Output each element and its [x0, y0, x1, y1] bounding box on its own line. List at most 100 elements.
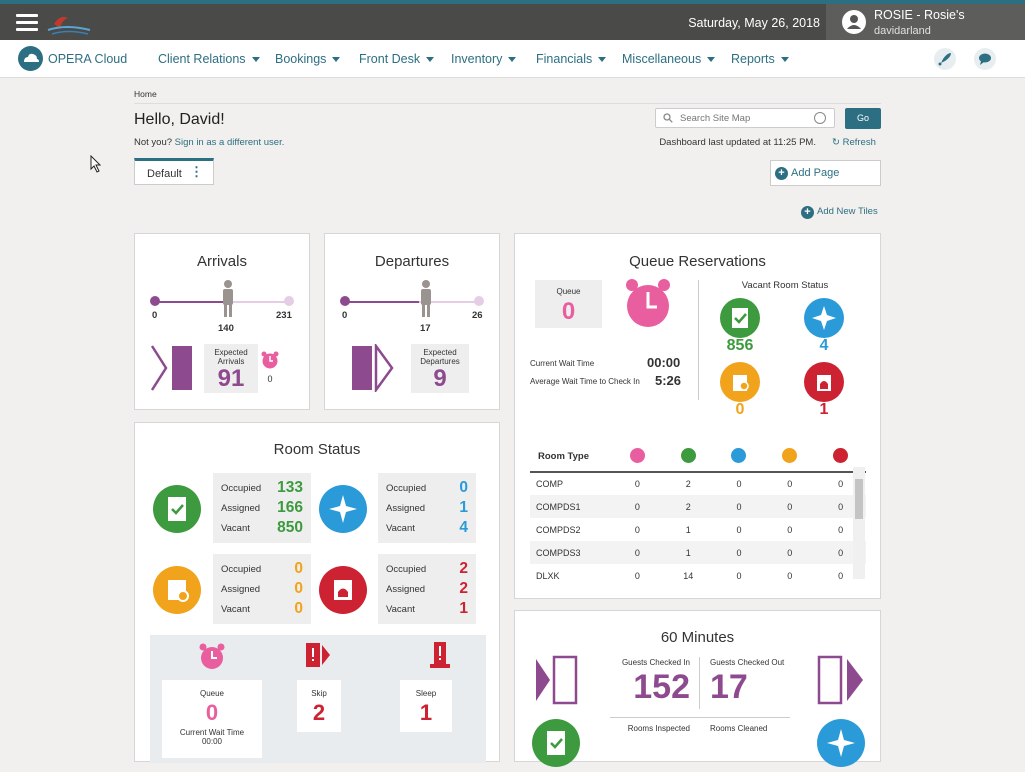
table-cell: COMPDS1 — [530, 495, 612, 518]
person-icon — [421, 280, 431, 317]
checked-out-label: Guests Checked Out — [710, 658, 785, 667]
refresh-button[interactable]: ↻ Refresh — [832, 137, 876, 148]
tab-default[interactable]: Default ⋮ — [134, 158, 214, 185]
breadcrumb[interactable]: Home — [134, 89, 157, 99]
table-row[interactable]: COMPDS1 0 2 0 0 0 — [530, 495, 866, 518]
status-label: Occupied — [386, 483, 427, 494]
room-status-tile[interactable]: Room Status Occupied Assigned Vacant 133… — [134, 422, 500, 763]
go-button[interactable]: Go — [845, 108, 881, 129]
avatar — [842, 10, 866, 34]
table-row[interactable]: COMPDS3 0 1 0 0 0 — [530, 541, 866, 564]
table-row[interactable]: DLXK 0 14 0 0 0 — [530, 564, 866, 587]
queue-box: Queue 0 — [535, 280, 602, 328]
skip-card[interactable]: Skip 2 — [297, 680, 341, 732]
table-scrollbar[interactable] — [853, 467, 865, 579]
skip-value: 2 — [312, 700, 326, 725]
inspected-assigned-value: 1 — [459, 499, 468, 516]
tile-title: 60 Minutes — [660, 629, 735, 646]
queue-card[interactable]: Queue 0 Current Wait Time 00:00 — [162, 680, 262, 758]
nav-bookings[interactable]: Bookings — [275, 52, 341, 66]
pickup-status-box: Occupied Assigned Vacant 0 0 0 — [213, 554, 311, 624]
table-cell: COMPDS3 — [530, 541, 612, 564]
nav-inventory[interactable]: Inventory — [451, 52, 517, 66]
sixty-minutes-tile[interactable]: 60 Minutes Guests Checked In 152 Guests … — [514, 610, 881, 767]
add-new-tiles-link[interactable]: + Add New Tiles — [801, 206, 878, 219]
table-cell: 1 — [662, 541, 714, 564]
pickup-trash-icon — [782, 447, 798, 463]
vacant-room-status-title: Vacant Room Status — [741, 280, 829, 291]
slider-max-dot — [474, 296, 484, 306]
queue-label: Queue — [556, 287, 581, 296]
status-label: Assigned — [386, 584, 426, 595]
table-cell: 0 — [736, 570, 742, 581]
sleep-card[interactable]: Sleep 1 — [400, 680, 452, 732]
alarm-clock-icon — [261, 351, 279, 369]
expected-departures-value: 9 — [433, 365, 447, 392]
slider-min-dot — [150, 296, 160, 306]
status-label: Vacant — [221, 523, 250, 534]
clean-clipboard-icon — [153, 485, 201, 533]
queue-reservations-tile[interactable]: Queue Reservations Queue 0 Current Wait … — [514, 233, 881, 599]
status-label: Vacant — [386, 523, 415, 534]
nav-front-desk[interactable]: Front Desk — [359, 52, 435, 66]
departures-tile[interactable]: Departures 0 17 26 Expected Departures 9 — [324, 233, 500, 410]
inspected-sparkle-icon — [817, 719, 865, 767]
nav-miscellaneous[interactable]: Miscellaneous — [622, 52, 716, 66]
chevron-down-icon — [251, 57, 260, 63]
hamburger-menu-icon[interactable] — [16, 14, 38, 32]
not-you-text: Not you? Sign in as a different user. — [134, 137, 285, 148]
inspected-sparkle-icon — [319, 485, 367, 533]
queue-skip-sleep-strip: Queue 0 Current Wait Time 00:00 Skip 2 S… — [150, 635, 486, 763]
vacant-inspected-value: 4 — [819, 337, 829, 354]
pickup-trash-icon — [720, 362, 760, 402]
nav-reports[interactable]: Reports — [731, 52, 789, 66]
scrollbar-thumb[interactable] — [855, 479, 863, 519]
rooms-inspected-label: Rooms Inspected — [627, 724, 690, 733]
arrivals-tile[interactable]: Arrivals 0 140 231 Expected Arrivals 91 … — [134, 233, 310, 410]
tile-title: Departures — [374, 253, 450, 270]
table-cell: 0 — [787, 570, 793, 581]
pickup-assigned-value: 0 — [294, 580, 303, 597]
slider-min-dot — [340, 296, 350, 306]
alarm-clock-icon — [199, 643, 225, 669]
chat-icon[interactable] — [974, 48, 996, 70]
nav-financials[interactable]: Financials — [536, 52, 607, 66]
dirty-trash-icon — [804, 362, 844, 402]
table-row[interactable]: COMP 0 2 0 0 0 — [530, 472, 866, 495]
site-map-search[interactable] — [655, 108, 835, 128]
more-options-icon[interactable]: ⋮ — [190, 164, 203, 179]
nav-client-relations[interactable]: Client Relations — [158, 52, 260, 66]
table-cell: 14 — [683, 570, 694, 581]
table-cell: 0 — [713, 541, 765, 564]
clean-status-box: Occupied Assigned Vacant 133 166 850 — [213, 473, 311, 543]
opera-cloud-logo[interactable] — [18, 46, 43, 71]
clean-vacant-value: 850 — [277, 519, 303, 536]
chevron-down-icon — [780, 57, 789, 63]
user-menu[interactable]: ROSIE - Rosie's davidarland — [826, 4, 1025, 40]
rocket-icon[interactable] — [934, 48, 956, 70]
table-cell: 0 — [634, 524, 640, 535]
cloud-icon — [24, 53, 39, 62]
table-cell: 1 — [685, 524, 691, 535]
search-input[interactable] — [680, 111, 806, 125]
status-label: Occupied — [386, 564, 427, 575]
expected-departures-label: Expected Departures — [420, 348, 460, 366]
sleep-alert-icon — [430, 642, 450, 668]
status-label: Assigned — [221, 584, 261, 595]
queue-value: 0 — [561, 298, 576, 325]
clear-search-icon[interactable] — [814, 112, 826, 124]
add-page-button[interactable]: + Add Page — [770, 160, 881, 186]
status-label: Vacant — [386, 604, 415, 615]
brand-name[interactable]: OPERA Cloud — [48, 52, 128, 66]
table-row[interactable]: COMPDS2 0 1 0 0 0 — [530, 518, 866, 541]
dirty-trash-icon — [833, 447, 849, 463]
avg-wait-value: 5:26 — [655, 373, 682, 388]
dirty-trash-icon — [319, 566, 367, 614]
sign-in-different-user-link[interactable]: Sign in as a different user. — [174, 137, 285, 148]
table-cell: 0 — [838, 479, 844, 489]
pickup-vacant-value: 0 — [294, 600, 303, 617]
table-header-row: Room Type — [530, 442, 866, 473]
table-cell: 0 — [764, 495, 816, 518]
queue-value: 0 — [205, 700, 219, 725]
mouse-cursor-icon — [90, 155, 102, 173]
